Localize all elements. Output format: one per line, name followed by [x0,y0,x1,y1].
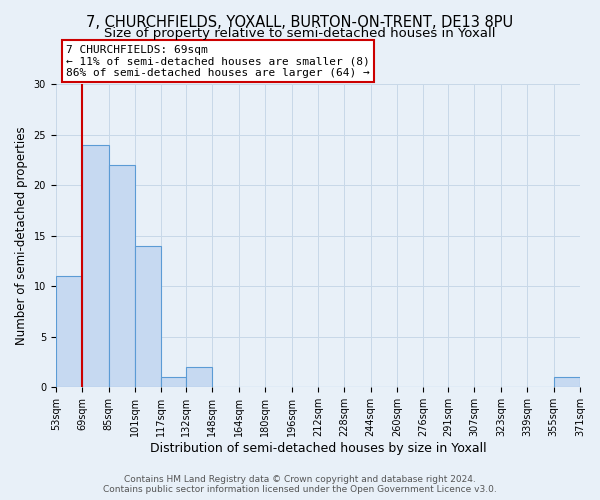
X-axis label: Distribution of semi-detached houses by size in Yoxall: Distribution of semi-detached houses by … [149,442,486,455]
Bar [82,144,109,388]
Text: 7, CHURCHFIELDS, YOXALL, BURTON-ON-TRENT, DE13 8PU: 7, CHURCHFIELDS, YOXALL, BURTON-ON-TRENT… [86,15,514,30]
Text: Size of property relative to semi-detached houses in Yoxall: Size of property relative to semi-detach… [104,28,496,40]
Bar [109,165,135,388]
Bar [56,276,82,388]
Bar [161,377,186,388]
Text: Contains public sector information licensed under the Open Government Licence v3: Contains public sector information licen… [103,485,497,494]
Bar [186,367,212,388]
Y-axis label: Number of semi-detached properties: Number of semi-detached properties [15,126,28,345]
Text: Contains HM Land Registry data © Crown copyright and database right 2024.: Contains HM Land Registry data © Crown c… [124,474,476,484]
Bar [135,246,161,388]
Text: 7 CHURCHFIELDS: 69sqm
← 11% of semi-detached houses are smaller (8)
86% of semi-: 7 CHURCHFIELDS: 69sqm ← 11% of semi-deta… [66,44,370,78]
Bar [554,377,580,388]
